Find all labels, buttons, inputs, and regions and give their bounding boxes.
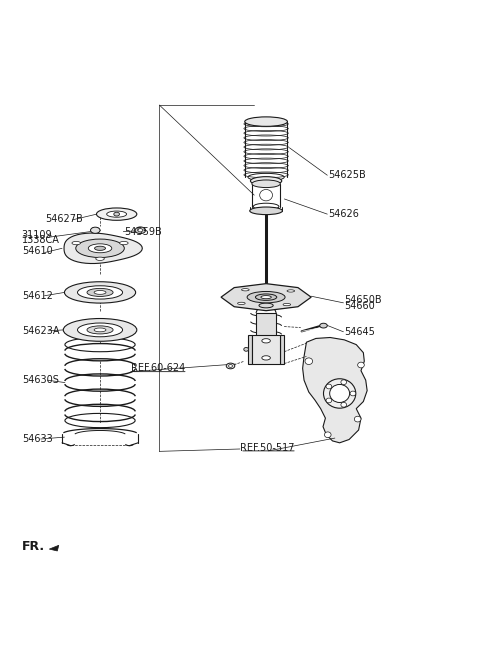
Ellipse shape	[226, 363, 235, 369]
Ellipse shape	[341, 402, 347, 407]
Ellipse shape	[96, 257, 104, 260]
Ellipse shape	[87, 289, 113, 297]
Ellipse shape	[324, 379, 356, 408]
Ellipse shape	[87, 326, 113, 334]
Ellipse shape	[261, 296, 271, 298]
Ellipse shape	[251, 176, 282, 185]
Text: 54626: 54626	[328, 209, 359, 219]
Ellipse shape	[138, 228, 143, 232]
Ellipse shape	[252, 180, 280, 188]
Ellipse shape	[241, 289, 249, 291]
Ellipse shape	[95, 246, 106, 251]
Ellipse shape	[287, 290, 295, 292]
Ellipse shape	[324, 432, 331, 438]
Ellipse shape	[238, 302, 245, 304]
Ellipse shape	[255, 294, 277, 300]
Polygon shape	[280, 335, 284, 363]
Text: 54610: 54610	[22, 246, 52, 256]
Ellipse shape	[245, 117, 288, 127]
Text: 54559B: 54559B	[124, 227, 161, 237]
Polygon shape	[256, 312, 276, 341]
Ellipse shape	[320, 323, 327, 328]
Ellipse shape	[135, 227, 145, 234]
Ellipse shape	[228, 365, 232, 367]
Ellipse shape	[64, 281, 136, 303]
Text: 54625B: 54625B	[328, 170, 366, 180]
Text: 54623A: 54623A	[22, 326, 59, 336]
Polygon shape	[302, 337, 367, 443]
Text: 54633: 54633	[22, 434, 52, 444]
Text: 1338CA: 1338CA	[22, 236, 60, 245]
Ellipse shape	[244, 348, 249, 351]
Text: REF.60-624: REF.60-624	[131, 363, 185, 373]
Ellipse shape	[77, 286, 122, 299]
Ellipse shape	[72, 241, 81, 245]
Text: 54660: 54660	[344, 301, 375, 311]
Ellipse shape	[88, 244, 112, 253]
Ellipse shape	[262, 356, 270, 360]
Ellipse shape	[283, 304, 290, 306]
Polygon shape	[64, 233, 142, 264]
Polygon shape	[221, 283, 311, 311]
Ellipse shape	[91, 227, 100, 234]
Ellipse shape	[114, 213, 120, 216]
Text: 54630S: 54630S	[22, 375, 59, 385]
Ellipse shape	[354, 417, 361, 422]
Ellipse shape	[94, 291, 106, 295]
Ellipse shape	[259, 303, 273, 308]
Text: 54612: 54612	[22, 291, 53, 300]
Polygon shape	[248, 335, 252, 363]
Text: 54650B: 54650B	[344, 295, 382, 304]
Text: 31109: 31109	[22, 230, 52, 239]
Text: 54645: 54645	[344, 327, 375, 337]
Text: REF.50-517: REF.50-517	[240, 443, 295, 453]
Ellipse shape	[94, 328, 106, 332]
Ellipse shape	[358, 362, 364, 368]
Ellipse shape	[341, 380, 347, 384]
Ellipse shape	[350, 391, 356, 396]
Ellipse shape	[120, 241, 128, 245]
Ellipse shape	[330, 384, 349, 403]
Ellipse shape	[262, 338, 270, 343]
Ellipse shape	[250, 207, 282, 215]
Ellipse shape	[107, 211, 127, 217]
Polygon shape	[252, 335, 280, 363]
Ellipse shape	[326, 384, 332, 389]
Ellipse shape	[326, 398, 332, 403]
Ellipse shape	[256, 338, 276, 344]
Ellipse shape	[305, 358, 312, 365]
Ellipse shape	[247, 291, 285, 303]
Ellipse shape	[77, 323, 122, 337]
Ellipse shape	[63, 319, 137, 341]
Ellipse shape	[96, 208, 137, 220]
Text: 54627B: 54627B	[46, 214, 83, 224]
Polygon shape	[49, 545, 59, 551]
Text: FR.: FR.	[22, 540, 45, 553]
Ellipse shape	[76, 239, 124, 258]
